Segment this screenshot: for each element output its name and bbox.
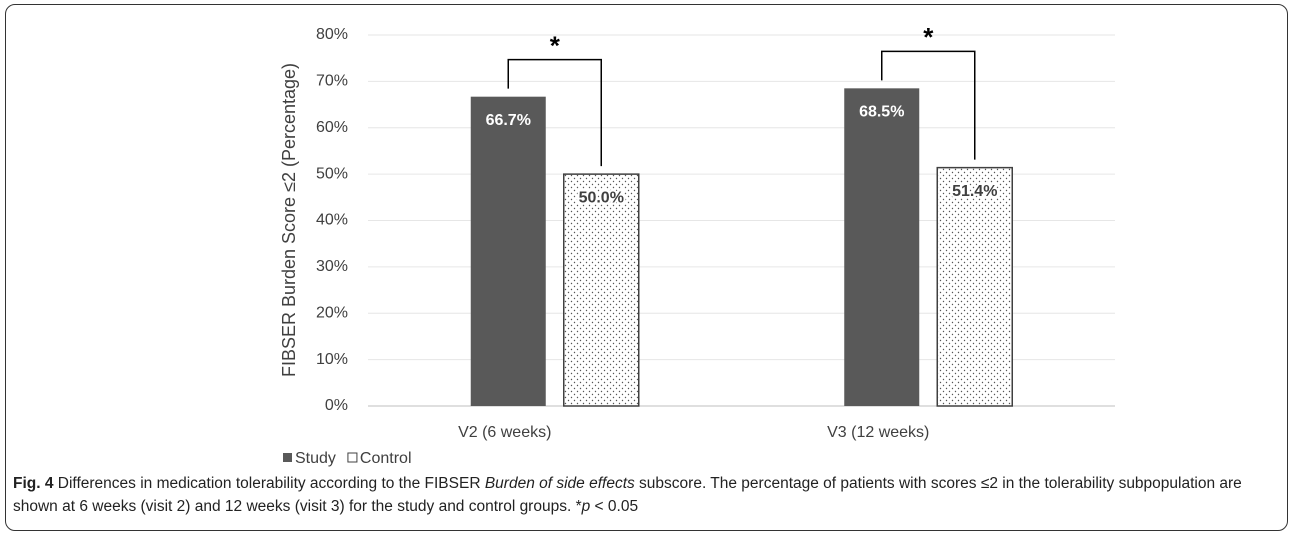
- caption-text: Differences in medication tolerability a…: [57, 475, 485, 492]
- y-tick-label: 80%: [316, 26, 348, 43]
- legend-label: Study: [295, 450, 336, 467]
- figure-frame: [5, 4, 1288, 531]
- legend-label: Control: [360, 450, 412, 467]
- y-tick-label: 10%: [316, 351, 348, 368]
- caption-text: < 0.05: [590, 498, 639, 515]
- y-axis-title: FIBSER Burden Score ≤2 (Percentage): [279, 63, 299, 377]
- bar: [936, 166, 1013, 407]
- legend-swatch: [283, 453, 292, 462]
- bar: [470, 96, 546, 407]
- significance-label: *: [923, 22, 934, 52]
- y-tick-label: 0%: [325, 397, 348, 414]
- y-tick-label: 40%: [316, 212, 348, 229]
- y-tick-label: 70%: [316, 73, 348, 90]
- x-tick-label: V3 (12 weeks): [827, 424, 929, 441]
- caption-italic: p: [581, 498, 591, 515]
- y-tick-label: 30%: [316, 258, 348, 275]
- value-label: 68.5%: [859, 104, 904, 121]
- significance-bracket: [507, 58, 602, 167]
- caption: Fig. 4 Differences in medication tolerab…: [13, 472, 1278, 518]
- value-label: 51.4%: [952, 183, 997, 200]
- chart: FIBSER Burden Score ≤2 (Percentage) 0% 10…: [279, 22, 1115, 467]
- y-tick-label: 20%: [316, 304, 348, 321]
- significance-bracket: [881, 50, 976, 160]
- y-tick-label: 50%: [316, 165, 348, 182]
- value-label: 66.7%: [486, 112, 531, 129]
- caption-text: subscore. The percentage of patients wit…: [13, 475, 1242, 515]
- y-tick-label: 60%: [316, 119, 348, 136]
- bar: [844, 88, 920, 407]
- x-tick-label: V2 (6 weeks): [458, 424, 551, 441]
- caption-label: Fig. 4: [13, 475, 54, 492]
- bar: [563, 173, 640, 407]
- significance-label: *: [550, 31, 561, 61]
- value-label: 50.0%: [579, 189, 624, 206]
- legend-swatch: [347, 452, 358, 463]
- caption-italic: Burden of side effects: [484, 475, 635, 492]
